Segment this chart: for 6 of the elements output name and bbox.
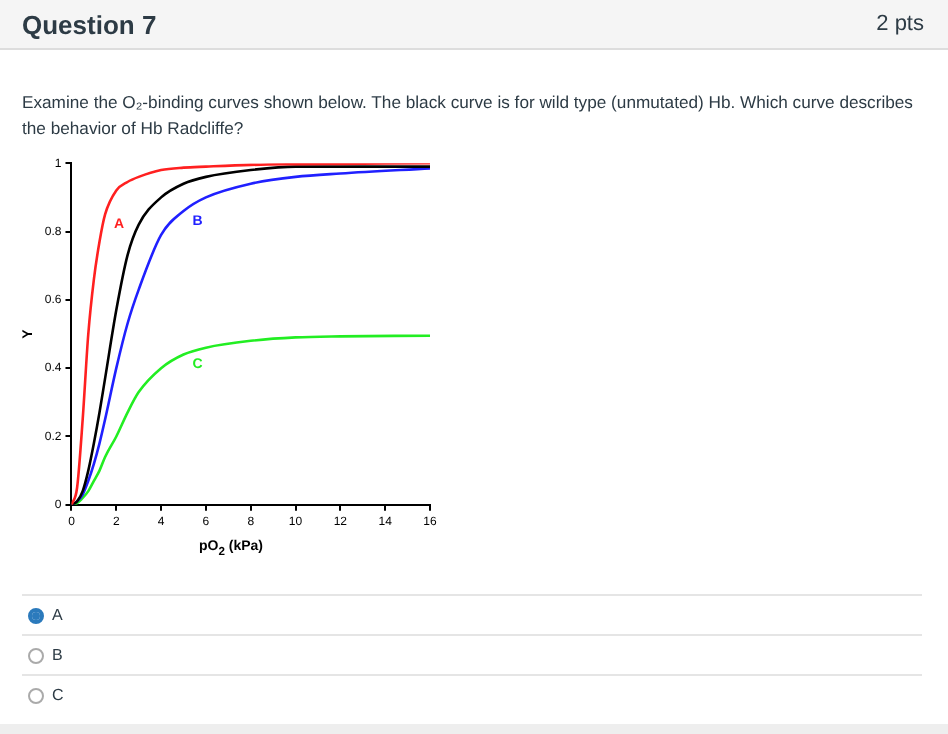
text: 2 pts xyxy=(876,12,924,36)
text: A xyxy=(52,606,63,624)
text: C xyxy=(52,686,64,704)
text: Examine the O₂-binding curves shown below. The black curve is for wild type (unmutated) Hb. Which curve describes the behavior of Hb Radcliffe? xyxy=(22,90,915,142)
text: B xyxy=(52,646,63,664)
chart-title: Question 7 xyxy=(22,10,157,40)
